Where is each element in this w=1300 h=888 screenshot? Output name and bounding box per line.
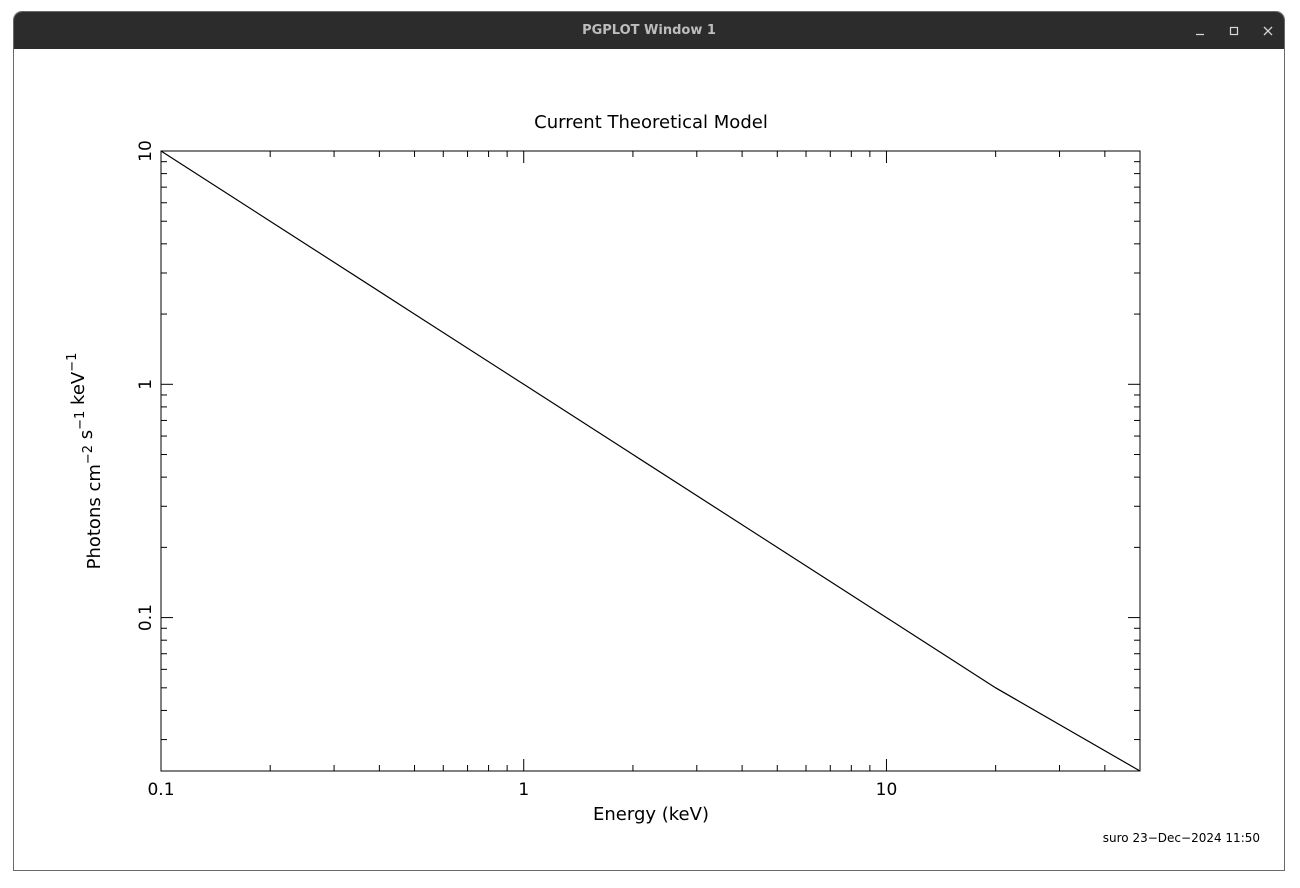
title-bar[interactable]: PGPLOT Window 1 [14, 12, 1284, 49]
tick-labels: 0.1 1 10 10 1 0.1 [136, 140, 897, 800]
x-tick-label: 1 [518, 780, 529, 800]
chart-svg: Current Theoretical Model 0.1 1 10 10 1 0.1 E… [65, 112, 1260, 845]
y-tick-label: 0.1 [136, 604, 156, 631]
close-icon [1263, 26, 1273, 35]
minimize-icon [1196, 33, 1204, 35]
axis-ticks [160, 150, 1141, 771]
minimize-button[interactable] [1185, 12, 1215, 49]
y-tick-label: 1 [136, 379, 156, 390]
y-tick-label: 10 [136, 140, 156, 162]
plot-frame [160, 150, 1141, 772]
series-group [160, 150, 1141, 772]
close-button[interactable] [1253, 12, 1283, 49]
model-line [160, 150, 1141, 772]
x-axis-label: Energy (keV) [593, 804, 709, 825]
window-title: PGPLOT Window 1 [582, 23, 716, 38]
maximize-button[interactable] [1219, 12, 1249, 49]
y-axis-label: Photons cm−2 s−1 keV−1 [65, 353, 105, 570]
chart-title: Current Theoretical Model [534, 112, 768, 133]
maximize-icon [1229, 26, 1239, 35]
pgplot-window: PGPLOT Window 1 Current Theoretical Mode… [13, 11, 1285, 871]
x-tick-label: 10 [876, 780, 898, 800]
plot-footer: suro 23−Dec−2024 11:50 [1103, 831, 1260, 845]
x-tick-label: 0.1 [147, 780, 174, 800]
plot-area: Current Theoretical Model 0.1 1 10 10 1 0.1 E… [14, 49, 1284, 870]
